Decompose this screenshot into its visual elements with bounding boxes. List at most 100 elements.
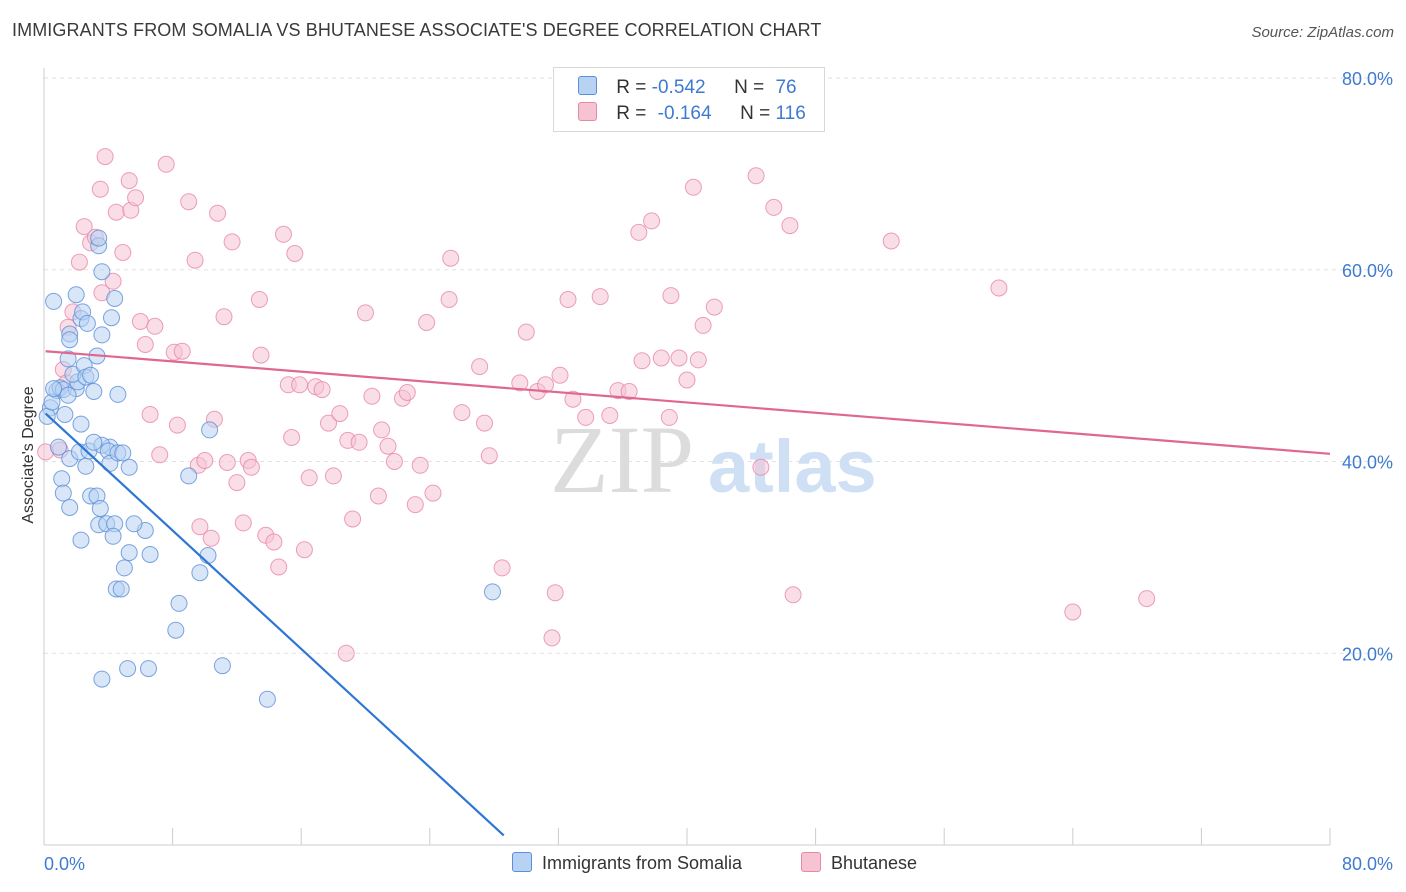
bottom-legend-label-bhutanese: Bhutanese bbox=[831, 853, 918, 873]
somalia-points bbox=[38, 229, 501, 708]
bhutanese-point bbox=[120, 172, 138, 190]
legend-row-somalia: R = -0.542 N = 76 bbox=[578, 76, 797, 102]
somalia-point bbox=[191, 564, 209, 582]
bhutanese-point bbox=[369, 487, 387, 505]
bhutanese-point bbox=[752, 458, 770, 476]
bhutanese-point bbox=[265, 533, 283, 551]
somalia-point bbox=[104, 527, 122, 545]
somalia-point bbox=[82, 366, 100, 384]
somalia-point bbox=[140, 660, 157, 678]
bhutanese-point bbox=[357, 304, 374, 322]
bhutanese-point bbox=[228, 474, 246, 492]
bhutanese-point bbox=[551, 366, 569, 384]
legend-r-value-somalia: -0.542 bbox=[651, 77, 706, 98]
bhutanese-point bbox=[223, 233, 241, 251]
somalia-point bbox=[77, 457, 95, 475]
legend-r-label: R = bbox=[616, 77, 652, 98]
bhutanese-point bbox=[363, 387, 381, 405]
bottom-legend-bhutanese: Bhutanese bbox=[801, 852, 917, 874]
bhutanese-point bbox=[186, 251, 204, 269]
bhutanese-point bbox=[168, 416, 186, 434]
bhutanese-point bbox=[250, 291, 268, 308]
y-tick-label: 60.0% bbox=[1342, 261, 1393, 281]
bhutanese-point bbox=[694, 316, 712, 334]
bhutanese-point bbox=[601, 407, 619, 424]
bhutanese-point bbox=[191, 518, 209, 536]
bhutanese-point bbox=[591, 288, 609, 306]
bhutanese-point bbox=[373, 421, 391, 439]
bhutanese-point bbox=[620, 383, 638, 400]
bhutanese-point bbox=[662, 287, 680, 305]
somalia-point bbox=[484, 583, 501, 601]
bhutanese-swatch bbox=[578, 102, 597, 121]
bhutanese-point bbox=[511, 374, 529, 392]
bhutanese-point bbox=[215, 308, 233, 326]
bhutanese-point bbox=[295, 541, 313, 559]
legend-n-label: N = bbox=[740, 103, 776, 124]
somalia-point bbox=[61, 331, 79, 349]
somalia-point bbox=[141, 546, 159, 563]
bhutanese-point bbox=[517, 323, 535, 341]
somalia-point bbox=[93, 670, 111, 688]
somalia-point bbox=[72, 415, 90, 433]
somalia-point bbox=[258, 690, 276, 708]
somalia-point bbox=[106, 290, 124, 307]
bhutanese-point bbox=[300, 469, 318, 487]
somalia-point bbox=[115, 559, 133, 577]
bhutanese-point bbox=[784, 586, 802, 604]
legend-n-value-somalia: 76 bbox=[775, 77, 797, 98]
bhutanese-point bbox=[379, 437, 397, 455]
legend-r-label: R = bbox=[616, 103, 652, 124]
somalia-point bbox=[45, 380, 63, 398]
somalia-point bbox=[120, 544, 138, 562]
bhutanese-point bbox=[151, 446, 169, 464]
bhutanese-point bbox=[543, 629, 561, 647]
watermark-atlas: atlas bbox=[708, 425, 877, 508]
somalia-point bbox=[109, 385, 127, 403]
bhutanese-point bbox=[180, 193, 198, 211]
bhutanese-point bbox=[418, 314, 436, 331]
somalia-legend-swatch bbox=[512, 852, 532, 872]
bhutanese-point bbox=[173, 342, 191, 360]
bhutanese-point bbox=[91, 180, 109, 198]
somalia-point bbox=[93, 263, 111, 281]
bhutanese-point bbox=[218, 454, 236, 471]
bhutanese-point bbox=[689, 351, 707, 369]
somalia-point bbox=[59, 386, 77, 404]
bhutanese-point bbox=[1064, 603, 1082, 621]
somalia-point bbox=[91, 500, 109, 517]
bhutanese-point bbox=[406, 496, 424, 514]
somalia-point bbox=[93, 326, 111, 344]
bhutanese-point bbox=[96, 148, 114, 166]
bhutanese-point bbox=[747, 167, 765, 185]
somalia-point bbox=[120, 458, 138, 476]
bhutanese-point bbox=[270, 558, 288, 576]
bhutanese-point bbox=[882, 232, 900, 250]
somalia-point bbox=[78, 314, 96, 332]
bhutanese-point bbox=[476, 414, 493, 432]
bhutanese-points bbox=[37, 148, 1156, 662]
chart-title: IMMIGRANTS FROM SOMALIA VS BHUTANESE ASS… bbox=[12, 20, 822, 40]
bhutanese-point bbox=[411, 456, 429, 474]
somalia-point bbox=[103, 309, 120, 327]
somalia-point bbox=[125, 515, 143, 533]
somalia-swatch bbox=[578, 76, 597, 95]
bhutanese-point bbox=[313, 381, 331, 399]
bhutanese-point bbox=[1138, 590, 1156, 608]
trend-layer bbox=[44, 350, 1331, 837]
grid-layer: 20.0% 40.0% 60.0% 80.0% bbox=[44, 69, 1393, 664]
bhutanese-point bbox=[546, 584, 564, 602]
bhutanese-point bbox=[283, 429, 301, 446]
bhutanese-point bbox=[70, 253, 88, 271]
bhutanese-point bbox=[75, 218, 93, 236]
somalia-point bbox=[112, 580, 130, 598]
somalia-point bbox=[72, 531, 90, 549]
bhutanese-point bbox=[344, 510, 362, 528]
bhutanese-point bbox=[781, 217, 799, 235]
bhutanese-point bbox=[559, 291, 577, 308]
bhutanese-point bbox=[564, 390, 582, 408]
x-tick-label-max: 80.0% bbox=[1342, 854, 1393, 874]
somalia-point bbox=[119, 660, 137, 678]
bhutanese-point bbox=[141, 406, 159, 423]
somalia-point bbox=[213, 657, 231, 675]
